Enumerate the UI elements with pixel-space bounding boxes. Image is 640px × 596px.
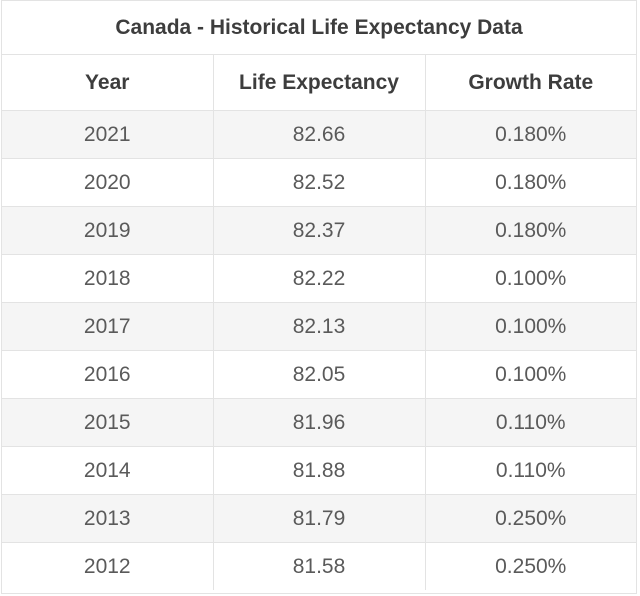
life-expectancy-cell: 82.22 [213, 254, 426, 303]
column-header-growth-rate: Growth Rate [425, 55, 636, 111]
life-expectancy-table: Year Life Expectancy Growth Rate 2021 82… [2, 55, 636, 590]
growth-rate-cell: 0.110% [425, 446, 636, 495]
year-cell: 2017 [2, 302, 214, 351]
table-row: 2014 81.88 0.110% [2, 446, 636, 495]
life-expectancy-cell: 82.66 [213, 110, 426, 159]
column-header-year: Year [2, 55, 214, 111]
header-row: Year Life Expectancy Growth Rate [2, 55, 636, 111]
growth-rate-cell: 0.110% [425, 398, 636, 447]
year-cell: 2012 [2, 542, 214, 590]
table-row: 2018 82.22 0.100% [2, 254, 636, 303]
table-row: 2016 82.05 0.100% [2, 350, 636, 399]
table-row: 2017 82.13 0.100% [2, 302, 636, 351]
table-row: 2015 81.96 0.110% [2, 398, 636, 447]
year-cell: 2021 [2, 110, 214, 159]
column-header-life-expectancy: Life Expectancy [213, 55, 426, 111]
growth-rate-cell: 0.180% [425, 206, 636, 255]
growth-rate-cell: 0.100% [425, 302, 636, 351]
life-expectancy-cell: 82.13 [213, 302, 426, 351]
life-expectancy-cell: 81.88 [213, 446, 426, 495]
year-cell: 2015 [2, 398, 214, 447]
year-cell: 2016 [2, 350, 214, 399]
year-cell: 2018 [2, 254, 214, 303]
growth-rate-cell: 0.180% [425, 110, 636, 159]
table-title: Canada - Historical Life Expectancy Data [2, 1, 636, 55]
year-cell: 2014 [2, 446, 214, 495]
table-row: 2019 82.37 0.180% [2, 206, 636, 255]
table-row: 2020 82.52 0.180% [2, 158, 636, 207]
growth-rate-cell: 0.250% [425, 542, 636, 590]
table-row: 2012 81.58 0.250% [2, 542, 636, 590]
growth-rate-cell: 0.180% [425, 158, 636, 207]
growth-rate-cell: 0.250% [425, 494, 636, 543]
table-row: 2013 81.79 0.250% [2, 494, 636, 543]
life-expectancy-cell: 82.52 [213, 158, 426, 207]
growth-rate-cell: 0.100% [425, 254, 636, 303]
year-cell: 2019 [2, 206, 214, 255]
life-expectancy-cell: 81.79 [213, 494, 426, 543]
life-expectancy-cell: 82.37 [213, 206, 426, 255]
growth-rate-cell: 0.100% [425, 350, 636, 399]
life-expectancy-cell: 81.96 [213, 398, 426, 447]
life-expectancy-cell: 81.58 [213, 542, 426, 590]
life-expectancy-cell: 82.05 [213, 350, 426, 399]
table-row: 2021 82.66 0.180% [2, 110, 636, 159]
year-cell: 2020 [2, 158, 214, 207]
year-cell: 2013 [2, 494, 214, 543]
